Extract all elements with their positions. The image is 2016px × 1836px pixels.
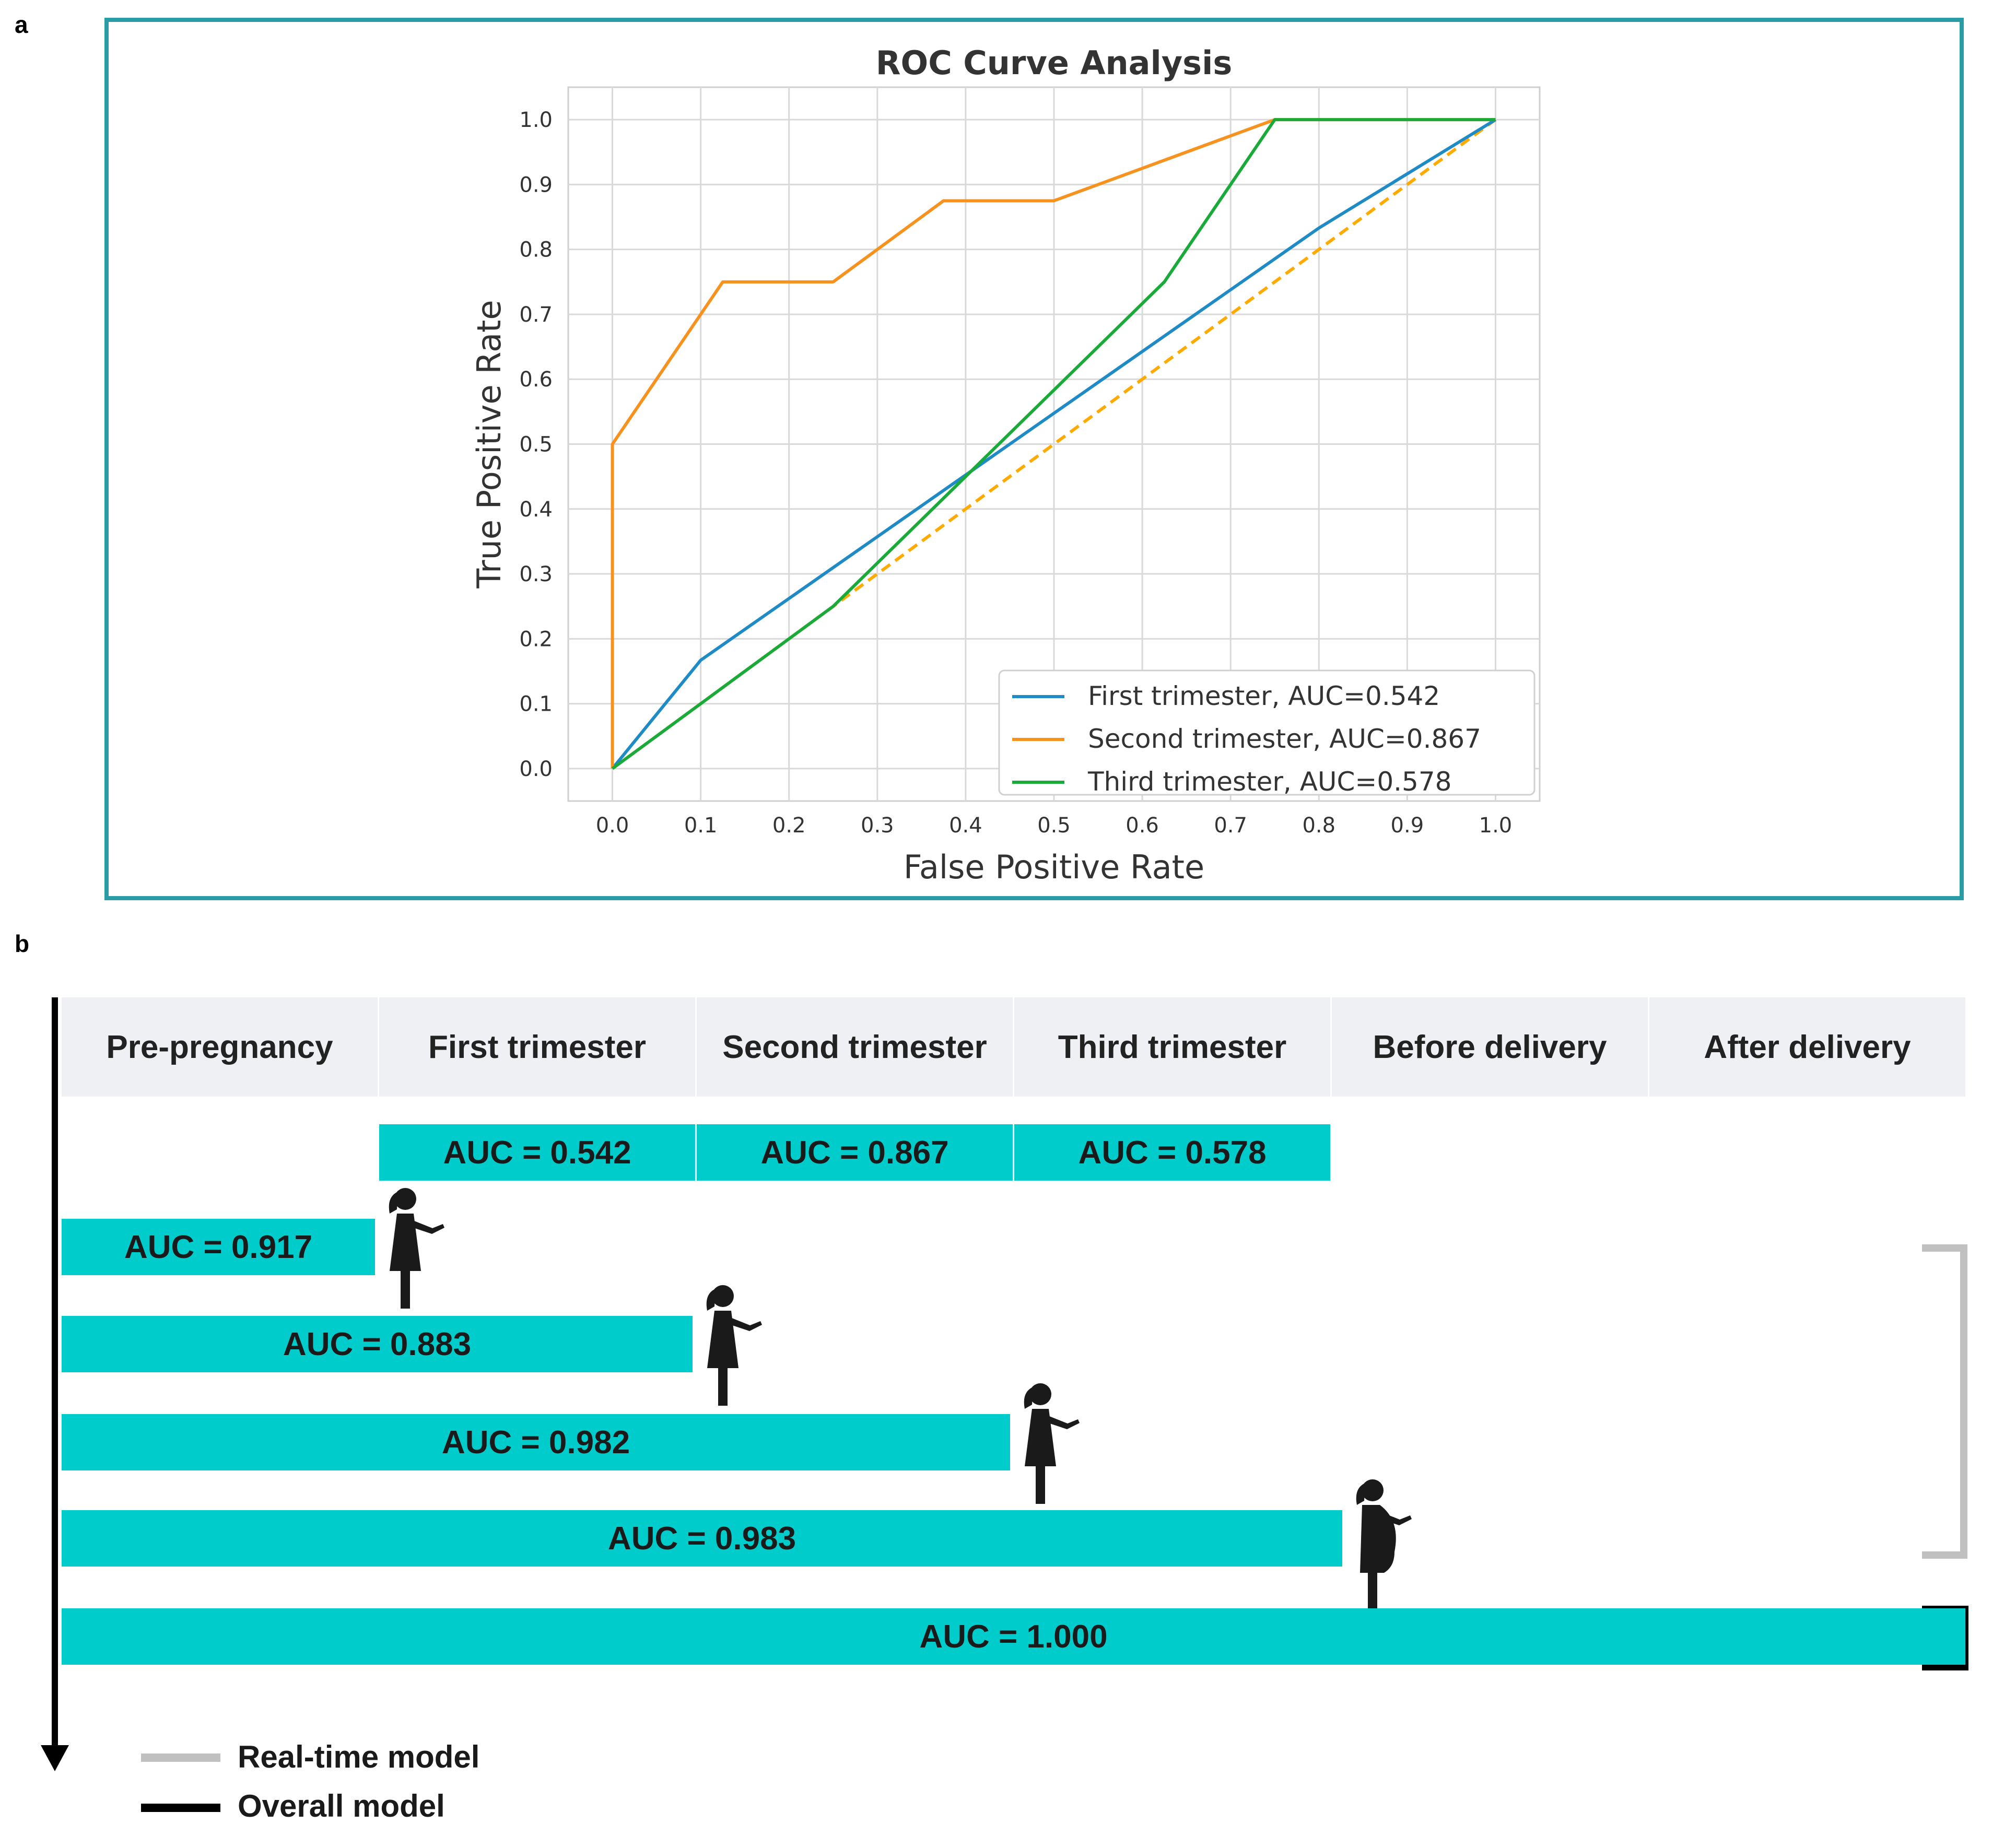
y-tick-label: 0.0 [519,757,553,781]
y-tick-label: 0.7 [519,303,553,327]
series-line-1 [611,118,1496,769]
legend-real-time-label: Real-time model [238,1739,480,1774]
trimester-auc-bar: AUC = 0.578 [1014,1124,1330,1181]
panel-b-label: b [15,930,30,957]
woman-figure-icon [389,1188,444,1309]
hair-shape [389,1192,398,1214]
stage-header: Before delivery [1332,997,1648,1097]
stage-header: After delivery [1649,997,1965,1097]
x-tick-label: 0.4 [949,814,982,838]
real-time-model-bracket [1922,1244,1967,1559]
x-tick-label: 0.2 [772,814,806,838]
legend-overall-label: Overall model [238,1788,445,1823]
y-tick-label: 0.5 [519,433,553,457]
body-shape [390,1214,421,1271]
arrow-head-icon [41,1745,69,1771]
x-tick-label: 0.3 [861,814,894,838]
panel-a-label: a [15,11,28,38]
stage-header: Third trimester [1014,997,1330,1097]
head-shape [712,1285,734,1307]
body-shape [1025,1409,1056,1466]
cumulative-auc-bar: AUC = 0.983 [62,1510,1342,1567]
y-tick-label: 0.3 [519,562,553,586]
y-tick-label: 0.8 [519,238,553,262]
legend-real-time-swatch [141,1753,220,1762]
trimester-auc-bar: AUC = 0.867 [697,1124,1013,1181]
series-line-0 [611,118,1497,770]
leg-shape [718,1367,728,1406]
head-shape [1029,1383,1051,1405]
woman-figure-icon [1356,1479,1412,1611]
x-tick-label: 0.6 [1126,814,1159,838]
y-tick-label: 0.4 [519,498,553,522]
y-tick-label: 0.2 [519,627,553,651]
cumulative-auc-bar: AUC = 0.917 [62,1219,375,1275]
y-tick-label: 0.9 [519,173,553,197]
legend-entry: Third trimester, AUC=0.578 [1087,767,1451,797]
stage-header: First trimester [379,997,695,1097]
legend-entry: Second trimester, AUC=0.867 [1088,724,1481,754]
body-shape [1360,1505,1396,1573]
x-tick-label: 0.0 [596,814,629,838]
x-tick-label: 1.0 [1479,814,1513,838]
leg-shape [401,1270,410,1309]
y-tick-label: 0.1 [519,692,553,716]
chart-title: ROC Curve Analysis [876,44,1232,82]
leg-shape [1368,1573,1377,1611]
arm-shape [1377,1511,1412,1525]
arm-shape [410,1220,444,1234]
arm-shape [1045,1415,1080,1429]
x-tick-label: 0.7 [1214,814,1247,838]
legend-overall-swatch [141,1804,220,1812]
series-line-2 [611,118,1496,770]
leg-shape [1036,1465,1045,1504]
roc-chart-frame: ROC Curve Analysis 0.0 0.1 0.2 0.3 0.4 0.5 0.6 0… [104,18,1964,900]
cumulative-auc-bar: AUC = 1.000 [62,1608,1965,1665]
legend-entry: First trimester, AUC=0.542 [1088,681,1440,711]
woman-figure-icon [1024,1383,1080,1504]
y-tick-label: 0.6 [519,368,553,392]
body-shape [707,1311,739,1368]
y-axis-label: True Positive Rate [470,300,508,589]
x-tick-label: 0.9 [1391,814,1424,838]
hair-shape [1024,1387,1033,1409]
woman-figure-icon [706,1285,762,1406]
x-tick-label: 0.8 [1302,814,1335,838]
cumulative-auc-bar: AUC = 0.982 [62,1414,1010,1470]
y-tick-label: 1.0 [519,108,553,132]
hair-shape [1356,1483,1365,1505]
head-shape [1362,1479,1384,1501]
roc-chart: ROC Curve Analysis 0.0 0.1 0.2 0.3 0.4 0.5 0.6 0… [470,44,1541,886]
x-tick-label: 0.5 [1037,814,1071,838]
arm-shape [728,1317,762,1331]
cumulative-auc-bar: AUC = 0.883 [62,1316,693,1372]
stage-header: Pre-pregnancy [62,997,378,1097]
hair-shape [706,1289,716,1311]
head-shape [394,1188,416,1210]
x-tick-label: 0.1 [684,814,718,838]
x-axis-label: False Positive Rate [904,848,1204,886]
chart-legend [998,669,1536,796]
stage-header: Second trimester [697,997,1013,1097]
timeline-decorations [41,997,1968,1771]
trimester-auc-bar: AUC = 0.542 [379,1124,695,1181]
